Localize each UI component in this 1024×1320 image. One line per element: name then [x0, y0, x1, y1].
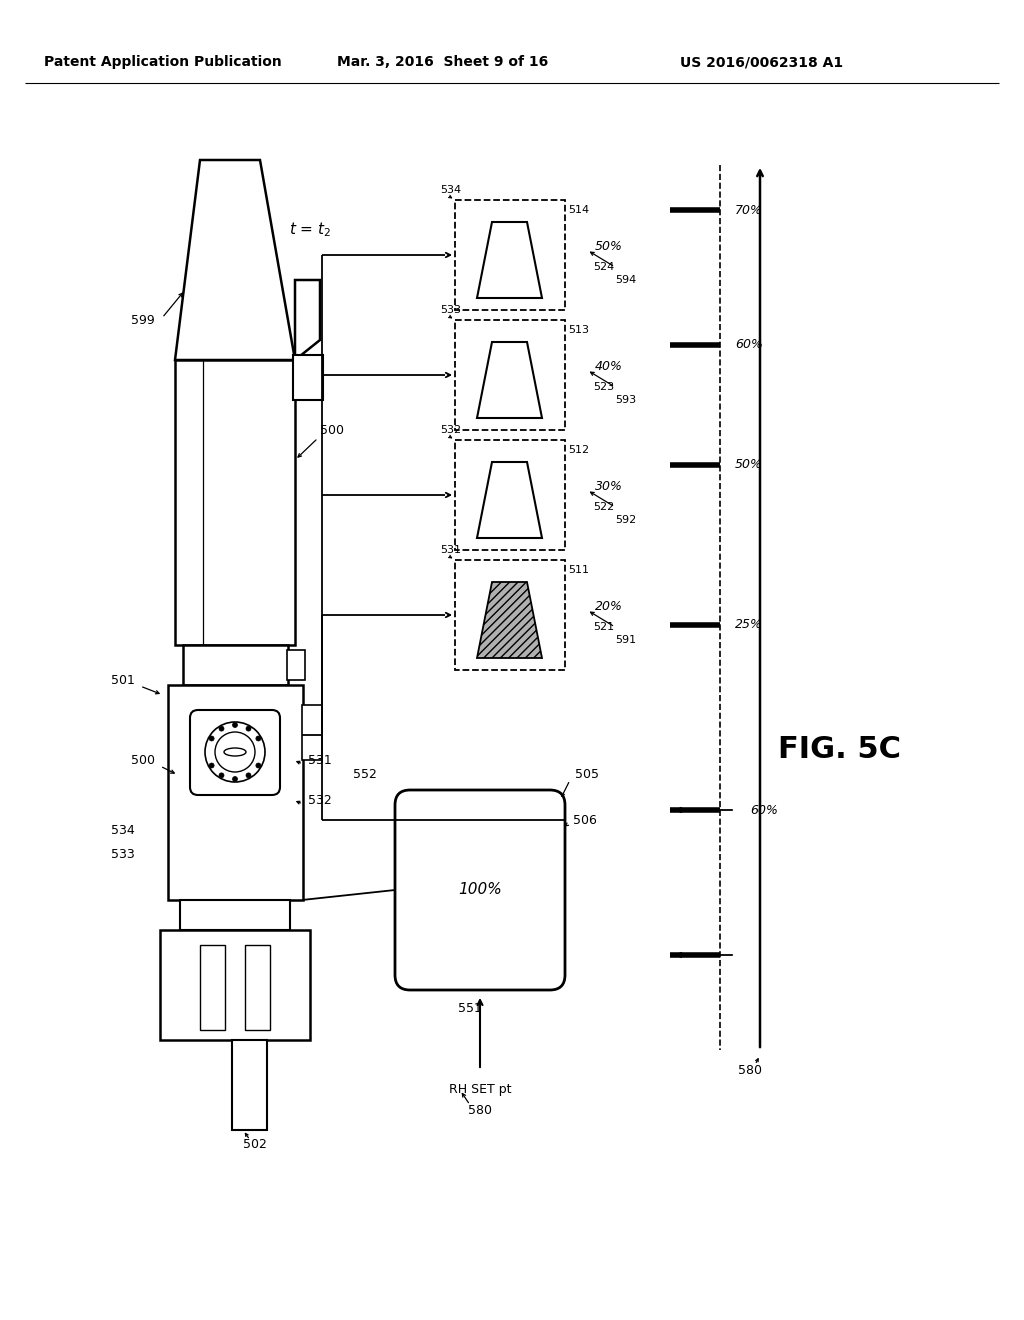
Bar — [455, 201, 565, 310]
Polygon shape — [175, 160, 295, 360]
Circle shape — [215, 733, 255, 772]
Text: 552: 552 — [353, 768, 377, 781]
Bar — [287, 649, 305, 680]
Bar — [160, 931, 310, 1040]
Bar — [168, 685, 303, 900]
Text: 534: 534 — [112, 824, 135, 837]
Text: 599: 599 — [131, 314, 155, 326]
Text: 100%: 100% — [458, 883, 502, 898]
Bar — [245, 945, 270, 1030]
Bar — [293, 355, 323, 400]
Ellipse shape — [224, 748, 246, 756]
Text: RH SET pt: RH SET pt — [449, 1084, 511, 1097]
Circle shape — [209, 763, 214, 768]
Text: 30%: 30% — [595, 480, 623, 494]
Text: FIG. 5C: FIG. 5C — [778, 735, 901, 764]
Polygon shape — [477, 462, 542, 539]
Text: 60%: 60% — [750, 804, 778, 817]
Text: 532: 532 — [308, 793, 332, 807]
Text: 523: 523 — [593, 381, 614, 392]
Bar — [183, 645, 288, 685]
Text: 592: 592 — [615, 515, 636, 525]
Text: 534: 534 — [440, 185, 461, 195]
Text: 506: 506 — [573, 813, 597, 826]
Text: 533: 533 — [440, 305, 461, 315]
Bar — [175, 360, 295, 645]
Text: 514: 514 — [568, 205, 589, 215]
FancyBboxPatch shape — [190, 710, 280, 795]
Text: 531: 531 — [440, 545, 461, 554]
Circle shape — [256, 737, 261, 741]
Text: 40%: 40% — [595, 360, 623, 374]
Circle shape — [256, 763, 261, 768]
Text: 60%: 60% — [735, 338, 763, 351]
Text: 511: 511 — [568, 565, 589, 576]
Text: 25%: 25% — [735, 619, 763, 631]
Text: 580: 580 — [738, 1064, 762, 1077]
Text: 594: 594 — [615, 275, 636, 285]
Text: t = t$_2$: t = t$_2$ — [289, 220, 331, 239]
Circle shape — [232, 722, 238, 727]
Circle shape — [246, 726, 251, 731]
Text: 533: 533 — [112, 849, 135, 862]
Text: 502: 502 — [243, 1138, 267, 1151]
Polygon shape — [477, 582, 542, 657]
Text: 501: 501 — [112, 673, 135, 686]
Text: 531: 531 — [308, 754, 332, 767]
Bar — [180, 900, 290, 931]
Circle shape — [219, 726, 224, 731]
Bar — [455, 440, 565, 550]
Text: 50%: 50% — [735, 458, 763, 471]
Bar — [200, 945, 225, 1030]
Text: 70%: 70% — [735, 203, 763, 216]
Text: 591: 591 — [615, 635, 636, 645]
Polygon shape — [295, 280, 319, 360]
Text: 500: 500 — [319, 424, 344, 437]
Text: 521: 521 — [593, 622, 614, 632]
Polygon shape — [477, 342, 542, 418]
Text: 580: 580 — [468, 1104, 492, 1117]
Bar — [455, 560, 565, 671]
Text: 20%: 20% — [595, 601, 623, 614]
Text: 593: 593 — [615, 395, 636, 405]
Bar — [302, 705, 322, 760]
Bar — [455, 319, 565, 430]
Circle shape — [209, 737, 214, 741]
Text: US 2016/0062318 A1: US 2016/0062318 A1 — [680, 55, 844, 69]
Text: 512: 512 — [568, 445, 589, 455]
Circle shape — [246, 774, 251, 777]
Circle shape — [219, 774, 224, 777]
Bar — [232, 1040, 267, 1130]
Text: 522: 522 — [593, 502, 614, 512]
Circle shape — [232, 776, 238, 781]
Text: Patent Application Publication: Patent Application Publication — [44, 55, 282, 69]
Text: 524: 524 — [593, 261, 614, 272]
Text: 513: 513 — [568, 325, 589, 335]
Text: 500: 500 — [131, 754, 155, 767]
Text: 532: 532 — [440, 425, 461, 436]
Polygon shape — [477, 222, 542, 298]
Text: 50%: 50% — [595, 240, 623, 253]
Text: 551: 551 — [458, 1002, 482, 1015]
FancyBboxPatch shape — [395, 789, 565, 990]
Text: 505: 505 — [575, 768, 599, 781]
Text: Mar. 3, 2016  Sheet 9 of 16: Mar. 3, 2016 Sheet 9 of 16 — [337, 55, 549, 69]
Circle shape — [205, 722, 265, 781]
